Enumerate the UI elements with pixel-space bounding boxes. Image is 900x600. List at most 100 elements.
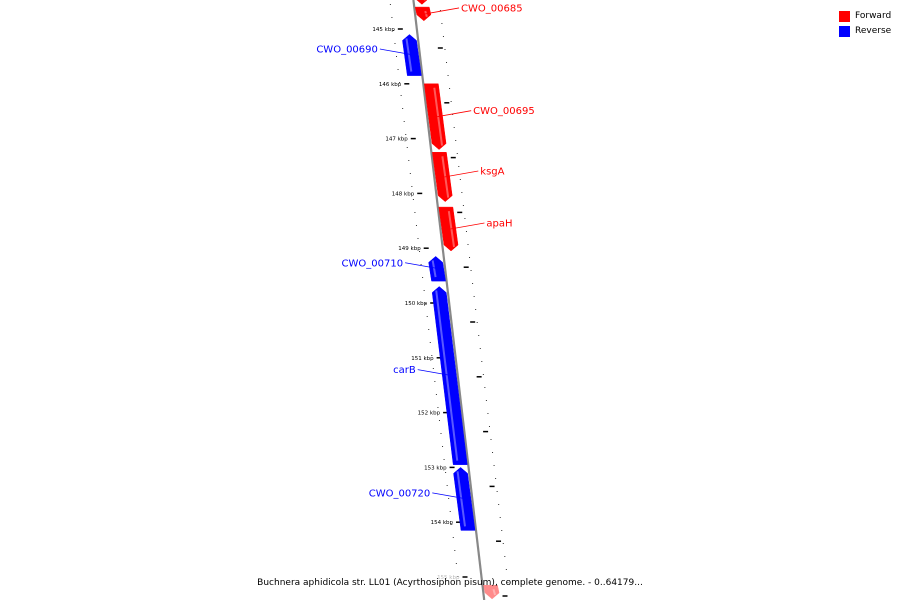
- gene-label-leader: [432, 492, 467, 500]
- gene-label-leader: [405, 262, 440, 270]
- inner-track-dot: [435, 394, 437, 395]
- inner-track-dot: [438, 420, 440, 421]
- outer-track-dot: [490, 439, 492, 440]
- inner-track-dot: [425, 303, 427, 304]
- outer-track-dot: [507, 582, 509, 583]
- inner-track-dot: [420, 264, 422, 265]
- outer-track-dot: [442, 36, 444, 37]
- inner-track-dot: [409, 173, 411, 174]
- tick-label: 153 kbp: [424, 465, 447, 471]
- inner-track-dot: [431, 355, 433, 356]
- gene-feature: [432, 152, 453, 202]
- outer-track-dot: [459, 179, 461, 180]
- inner-track-dot: [451, 524, 453, 525]
- inner-track-dot: [457, 576, 459, 577]
- gene-feature: [414, 6, 432, 22]
- inner-track-dot: [422, 277, 424, 278]
- outer-track-dot: [485, 400, 487, 401]
- outer-track-dot: [488, 426, 490, 427]
- legend: Forward Reverse: [839, 9, 891, 39]
- inner-track-dot: [426, 316, 428, 317]
- outer-track-dot: [505, 569, 507, 570]
- gene-highlight: [431, 260, 437, 278]
- inner-track-dot: [414, 212, 416, 213]
- inner-track-dot: [432, 368, 434, 369]
- inner-track-dot: [428, 329, 430, 330]
- gene-label: carB: [393, 365, 416, 376]
- tick-label: 147 kbp: [385, 137, 408, 143]
- outer-track-dot: [467, 244, 469, 245]
- outer-track-dot: [496, 491, 498, 492]
- outer-track-dot: [464, 218, 466, 219]
- gene-label-leader: [417, 369, 452, 377]
- outer-track-dot: [481, 361, 483, 362]
- inner-track-dot: [396, 56, 398, 57]
- gene-feature: [424, 83, 447, 150]
- inner-track-dot: [399, 82, 401, 83]
- inner-track-dot: [415, 225, 417, 226]
- legend-forward-label: Forward: [855, 11, 892, 21]
- gene-label-leader: [424, 7, 460, 15]
- inner-track-dot: [452, 537, 454, 538]
- gene-label-leader: [444, 170, 479, 178]
- outer-track-dot: [439, 10, 441, 11]
- tick-label: 148 kbp: [392, 191, 415, 197]
- outer-track-dot: [453, 127, 455, 128]
- outer-track-dot: [479, 348, 481, 349]
- tick-label: 155 kbp: [437, 575, 460, 581]
- gene-label-leader: [450, 222, 485, 230]
- outer-track-dot: [447, 75, 449, 76]
- outer-track-dot: [493, 465, 495, 466]
- inner-track-dot: [448, 498, 450, 499]
- outer-track-dot: [472, 283, 474, 284]
- inner-track-dot: [445, 472, 447, 473]
- forward-swatch: [839, 11, 850, 22]
- gene-feature: [438, 206, 459, 252]
- gene-highlight: [435, 290, 459, 461]
- inner-track-dot: [392, 30, 394, 31]
- inner-track-dot: [434, 381, 436, 382]
- inner-track-dot: [449, 511, 451, 512]
- inner-track-dot: [417, 238, 419, 239]
- gene-label-leader: [437, 110, 472, 118]
- outer-track-dot: [452, 114, 454, 115]
- inner-track-dot: [389, 4, 391, 5]
- inner-track-dot: [455, 563, 457, 564]
- outer-track-dot: [499, 517, 501, 518]
- inner-track-dot: [442, 446, 444, 447]
- gene-label: CWO_00690: [316, 45, 378, 56]
- outer-track-dot: [444, 49, 446, 50]
- outer-track-dot: [487, 413, 489, 414]
- tick-label: 146 kbp: [379, 82, 402, 88]
- outer-track-dot: [456, 153, 458, 154]
- gene-label: CWO_00685: [461, 3, 523, 14]
- gene-label: ksgA: [480, 166, 504, 177]
- inner-track-dot: [437, 407, 439, 408]
- gene-label-leader: [379, 48, 414, 56]
- outer-track-dot: [470, 270, 472, 271]
- inner-track-dot: [406, 147, 408, 148]
- legend-reverse-label: Reverse: [855, 26, 892, 36]
- inner-track-dot: [423, 290, 425, 291]
- legend-forward: Forward: [839, 9, 891, 24]
- outer-track-dot: [502, 543, 504, 544]
- outer-track-dot: [475, 309, 477, 310]
- inner-track-dot: [443, 459, 445, 460]
- reverse-swatch: [839, 26, 850, 37]
- tick-label: 154 kbp: [431, 520, 454, 526]
- outer-track-dot: [492, 452, 494, 453]
- outer-track-dot: [455, 140, 457, 141]
- inner-track-dot: [440, 433, 442, 434]
- tick-label: 150 kbp: [405, 301, 428, 307]
- inner-track-dot: [412, 199, 414, 200]
- gene-feature: [483, 584, 500, 600]
- legend-reverse: Reverse: [839, 24, 891, 39]
- gene-label: CWO_00720: [369, 488, 431, 499]
- outer-track-dot: [495, 478, 497, 479]
- inner-track-dot: [454, 550, 456, 551]
- gene-label: CWO_00710: [342, 258, 404, 269]
- inner-track-dot: [408, 160, 410, 161]
- outer-track-dot: [465, 231, 467, 232]
- outer-track-dot: [462, 205, 464, 206]
